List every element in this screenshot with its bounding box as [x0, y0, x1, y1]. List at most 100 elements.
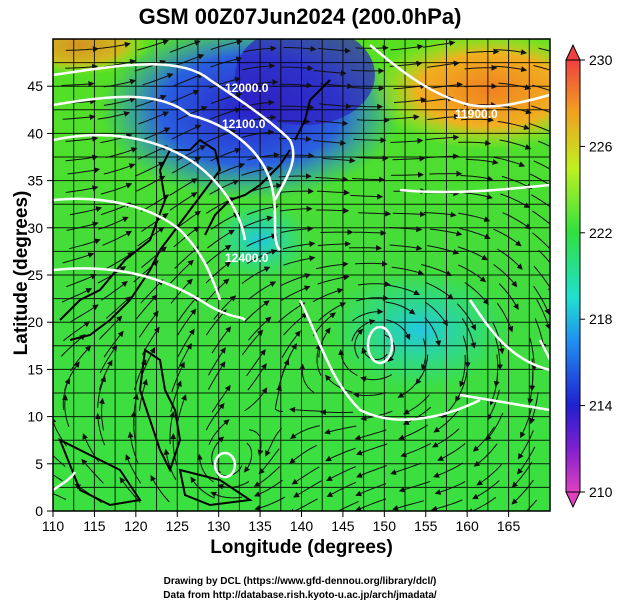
streamline: [253, 479, 283, 497]
streamline: [100, 182, 133, 195]
streamline: [391, 266, 425, 276]
streamline: [425, 301, 448, 327]
streamline: [253, 466, 281, 487]
streamline: [207, 361, 226, 390]
streamline: [241, 165, 274, 176]
streamline: [279, 82, 313, 89]
contour-label-11900: 11900.0: [455, 107, 498, 121]
x-tick-label: 110: [42, 518, 65, 534]
streamline: [385, 301, 416, 315]
streamline: [210, 491, 243, 499]
streamline: [243, 114, 277, 123]
streamline: [138, 111, 170, 125]
credit-data: Data from http://database.rish.kyoto-u.a…: [163, 590, 437, 601]
streamline: [316, 189, 350, 196]
streamline: [502, 212, 532, 230]
streamline: [532, 232, 550, 250]
streamline: [98, 216, 129, 230]
streamline: [169, 192, 198, 211]
streamline: [352, 308, 384, 322]
x-tick-label: 140: [290, 518, 314, 534]
streamline: [458, 139, 492, 146]
y-tick-label: 30: [27, 220, 43, 236]
streamline: [130, 410, 137, 444]
streamline: [171, 361, 185, 393]
streamline: [142, 73, 174, 86]
streamline: [493, 228, 522, 247]
streamline: [248, 316, 272, 341]
streamline: [282, 343, 297, 373]
streamline: [246, 233, 278, 247]
streamline: [355, 483, 387, 497]
streamline: [315, 120, 349, 127]
streamline: [392, 211, 426, 218]
streamline: [317, 274, 350, 285]
streamline: [246, 249, 278, 264]
streamline: [498, 82, 532, 91]
streamline: [205, 261, 232, 284]
streamline: [351, 85, 385, 92]
streamline: [243, 45, 277, 53]
colorbar-tick-label: 214: [589, 398, 613, 414]
streamline: [385, 319, 411, 341]
streamline: [69, 206, 103, 216]
streamline: [356, 465, 387, 478]
streamline: [210, 39, 243, 50]
streamline: [280, 65, 314, 72]
streamline: [127, 431, 139, 464]
streamline: [282, 241, 316, 250]
streamline: [427, 245, 460, 255]
y-tick-label: 0: [35, 503, 43, 519]
streamline: [324, 425, 357, 435]
streamline: [66, 273, 97, 288]
streamline: [95, 413, 106, 446]
streamline: [315, 176, 349, 183]
streamline: [461, 318, 477, 349]
streamline: [429, 228, 463, 237]
streamline: [434, 481, 466, 495]
streamline: [423, 211, 457, 218]
streamline: [141, 246, 167, 268]
streamline: [516, 446, 536, 475]
streamline: [176, 145, 207, 161]
x-tick-label: 165: [497, 518, 521, 534]
streamline: [241, 215, 273, 229]
streamline: [279, 273, 311, 287]
streamline: [386, 114, 420, 121]
streamline: [316, 207, 350, 214]
streamline: [529, 173, 550, 186]
streamline: [494, 49, 527, 55]
streamline: [293, 480, 322, 498]
y-tick-label: 20: [27, 314, 43, 330]
streamline: [98, 41, 131, 49]
streamline: [318, 327, 331, 358]
streamline: [525, 499, 538, 511]
streamline: [511, 461, 533, 488]
streamline: [433, 410, 459, 433]
streamline: [356, 294, 389, 302]
streamline: [527, 371, 534, 405]
streamline: [68, 238, 101, 250]
streamline: [249, 182, 283, 193]
streamline: [245, 79, 279, 87]
streamline: [536, 299, 550, 330]
streamline: [190, 476, 215, 499]
streamline: [283, 45, 317, 52]
streamline: [493, 156, 526, 168]
streamline: [65, 135, 99, 142]
streamline: [392, 155, 426, 162]
streamline: [517, 430, 534, 460]
streamline: [531, 105, 550, 113]
streamline: [103, 96, 137, 106]
streamline: [426, 134, 460, 141]
streamline: [174, 246, 200, 269]
streamline: [102, 230, 133, 246]
streamline: [464, 64, 498, 71]
streamline: [209, 107, 242, 120]
streamline: [426, 60, 460, 68]
streamline: [531, 194, 550, 208]
colorbar-ticks: 210 214 218 222 226 230: [580, 52, 613, 500]
streamline: [278, 173, 312, 180]
streamline: [150, 475, 170, 503]
streamline: [533, 65, 550, 71]
